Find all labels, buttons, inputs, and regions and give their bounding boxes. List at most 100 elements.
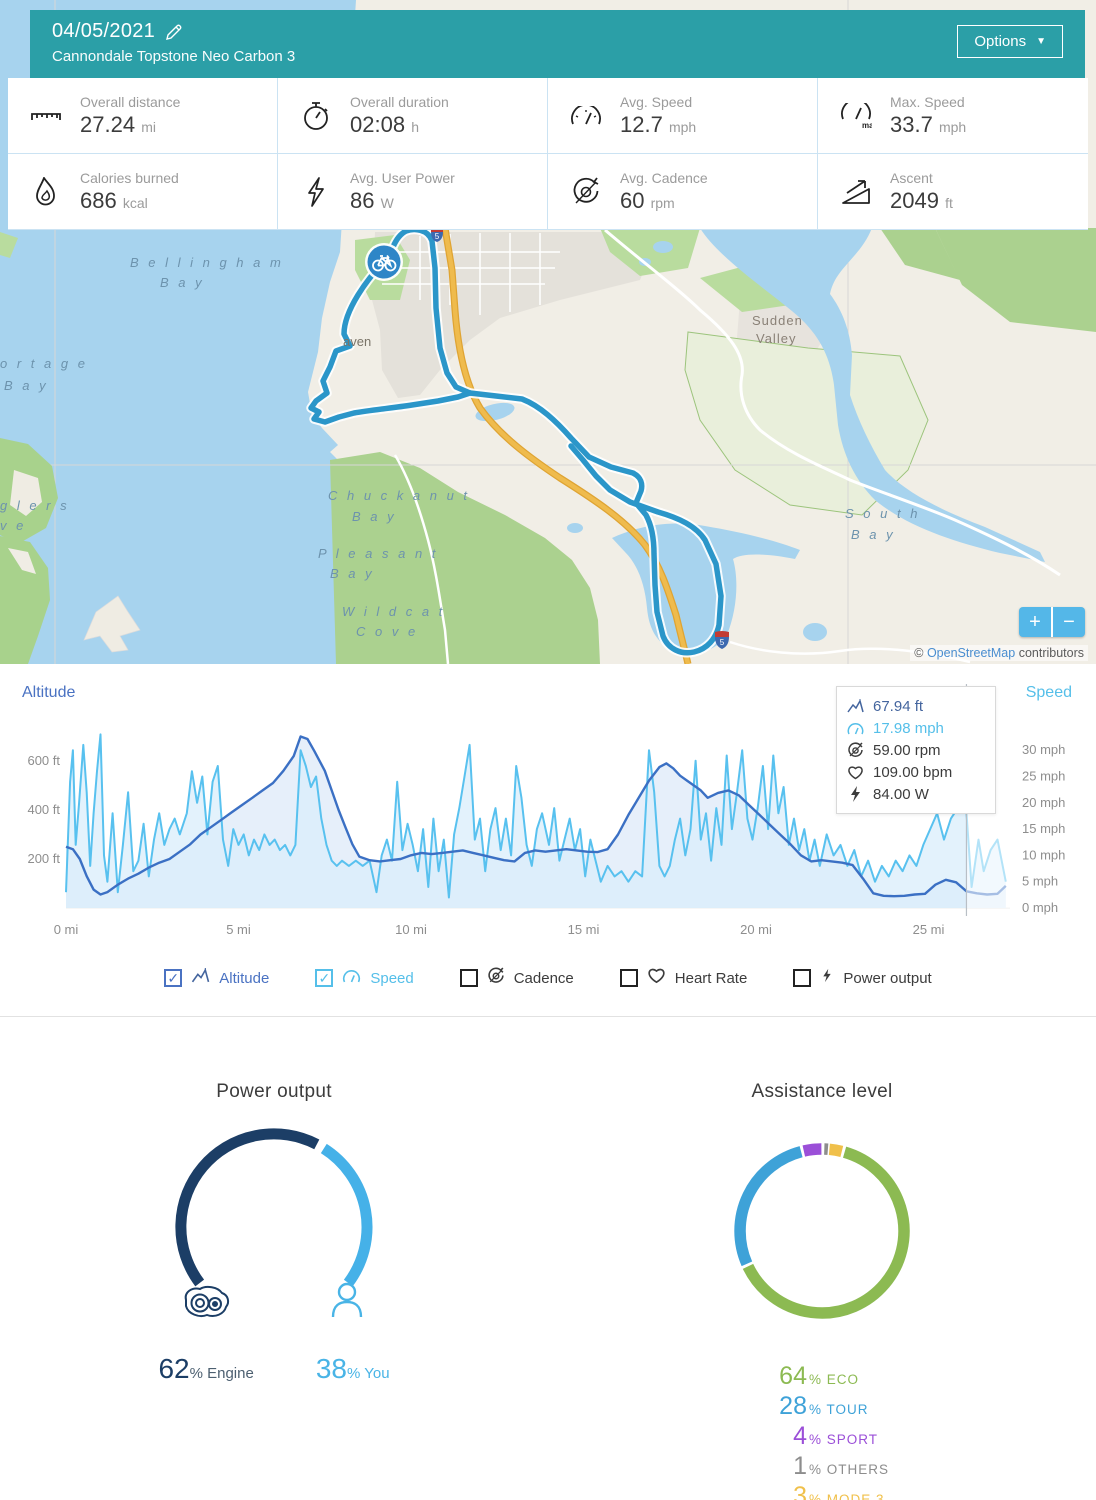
- stat-label: Max. Speed: [890, 93, 965, 110]
- donut-segment-eco: [742, 1146, 910, 1319]
- assistance-level-panel: Assistance level 64% ECO 28% TOUR 4% SPORT…: [548, 1017, 1096, 1500]
- chevron-down-icon: ▼: [1036, 36, 1046, 47]
- stat-label: Calories burned: [80, 169, 179, 186]
- checkbox[interactable]: [793, 969, 812, 987]
- options-button[interactable]: Options ▼: [957, 25, 1063, 58]
- engine-icon: [184, 1285, 230, 1317]
- ride-header: 04/05/2021 Cannondale Topstone Neo Carbo…: [30, 10, 1085, 78]
- speedometer-icon: [568, 105, 604, 126]
- bolt-icon: [298, 176, 334, 207]
- speedometer-icon: [847, 722, 864, 734]
- map-forest: [880, 228, 960, 280]
- checkbox[interactable]: [459, 969, 478, 987]
- svg-text:B a y: B a y: [160, 275, 205, 290]
- map-label-smugglers-cove: g l e r s: [0, 498, 70, 513]
- svg-text:v e: v e: [0, 518, 26, 533]
- axis-tick-label: 5 mi: [226, 922, 251, 937]
- toggle-power-output[interactable]: Power output: [793, 967, 932, 989]
- assistance-legend: 64% ECO 28% TOUR 4% SPORT 1% OTHERS 3% MODE …: [755, 1363, 889, 1500]
- stat-label: Overall distance: [80, 93, 181, 110]
- bolt-icon: [851, 786, 860, 802]
- svg-text:B a y: B a y: [352, 509, 397, 524]
- map-label-pleasant-bay: P l e a s a n t: [318, 546, 438, 561]
- checkbox[interactable]: ✓: [315, 969, 334, 987]
- motorway-i5: [442, 227, 691, 664]
- svg-text:max: max: [862, 121, 872, 129]
- heart-icon: [647, 967, 666, 989]
- speedometer-icon: [342, 969, 361, 988]
- stat-calories-burned: Calories burned 686 kcal: [8, 154, 278, 230]
- rider-share: 38% You: [315, 1353, 390, 1384]
- axis-tick-label: 400 ft: [27, 802, 60, 817]
- urban-street-grid: [382, 233, 560, 315]
- bolt-icon: [820, 967, 834, 989]
- ride-chart[interactable]: 0 mi 5 mi 10 mi 15 mi 20 mi 25 mi 200 ft 400 f…: [0, 664, 1096, 949]
- axis-tick-label: 200 ft: [27, 851, 60, 866]
- map-label-bellingham-bay: B e l l i n g h a m: [130, 255, 284, 270]
- axis-tick-label: 20 mph: [1022, 795, 1065, 810]
- map-pond: [567, 523, 583, 533]
- toggle-label: Altitude: [219, 969, 270, 987]
- map-peninsula-beach: [8, 548, 36, 574]
- power-output-gauge: [175, 1128, 373, 1318]
- map-island: [83, 595, 141, 653]
- altitude-icon: [191, 967, 210, 989]
- assistance-level-title: Assistance level: [751, 1081, 893, 1102]
- stat-label: Avg. Speed: [620, 93, 693, 110]
- flame-icon: [28, 176, 64, 207]
- toggle-label: Speed: [370, 969, 414, 987]
- route-map[interactable]: 5 5 B e l l i n g h a m B a y o r t a g …: [0, 0, 1096, 664]
- speed-area: [66, 734, 1006, 908]
- cadence-icon: [568, 176, 604, 207]
- axis-tick-label: 600 ft: [27, 753, 60, 768]
- edit-icon[interactable]: [165, 23, 183, 41]
- checkbox[interactable]: ✓: [164, 969, 183, 987]
- axis-tick-label: 15 mph: [1022, 821, 1065, 836]
- map-forest: [935, 228, 1096, 332]
- toggle-label: Cadence: [513, 969, 574, 987]
- map-forest: [330, 452, 600, 664]
- zoom-out-button[interactable]: −: [1063, 610, 1075, 633]
- svg-text:5: 5: [720, 638, 725, 647]
- heart-icon: [848, 765, 863, 779]
- road-minor: [393, 454, 450, 664]
- power-output-values: 62% Engine 38% You: [158, 1353, 389, 1385]
- gauge-segment-you: [320, 1143, 373, 1287]
- stat-value: 27.24 mi: [80, 111, 156, 137]
- toggle-speed[interactable]: ✓ Speed: [315, 969, 414, 988]
- openstreetmap-link[interactable]: OpenStreetMap: [926, 646, 1016, 660]
- legend-row-tour: 28% TOUR: [779, 1392, 869, 1420]
- donut-segment-mode3: [828, 1143, 844, 1158]
- ride-date-row: 04/05/2021: [52, 20, 1065, 43]
- toggle-altitude[interactable]: ✓ Altitude: [164, 967, 270, 989]
- legend-row-sport: 4% SPORT: [793, 1422, 878, 1450]
- toggle-heart-rate[interactable]: Heart Rate: [619, 967, 747, 989]
- toggle-cadence[interactable]: Cadence: [459, 967, 574, 989]
- map-island: [10, 470, 42, 516]
- axis-tick-label: 5 mph: [1022, 874, 1058, 889]
- speed-line: [65, 733, 1007, 899]
- stat-overall-duration: Overall duration 02:08 h: [278, 78, 548, 154]
- stat-avg-cadence: Avg. Cadence 60 rpm: [548, 154, 818, 230]
- cadence-icon: [487, 967, 505, 989]
- axis-tick-label: 0 mph: [1022, 900, 1058, 915]
- donut-segment-sport: [802, 1143, 822, 1157]
- map-zoom-control: + −: [1019, 607, 1085, 637]
- bicycle-icon: [372, 254, 397, 272]
- zoom-in-button[interactable]: +: [1019, 607, 1053, 637]
- stat-label: Ascent: [890, 169, 933, 186]
- altitude-axis-title: Altitude: [22, 684, 76, 701]
- map-peninsula: [0, 536, 50, 664]
- map-forest: [600, 228, 700, 276]
- altitude-line: [65, 735, 1007, 898]
- map-label-sudden-valley: Sudden: [752, 313, 803, 328]
- checkbox[interactable]: [619, 969, 638, 987]
- stopwatch-icon: [298, 101, 334, 131]
- ride-start-marker[interactable]: [365, 243, 403, 281]
- legend-row-mode3: 3% MODE 3: [793, 1482, 885, 1500]
- power-output-title: Power output: [216, 1081, 332, 1102]
- road-minor: [604, 228, 1061, 577]
- ascent-icon: [838, 179, 874, 205]
- stat-value: 2049 ft: [890, 187, 953, 213]
